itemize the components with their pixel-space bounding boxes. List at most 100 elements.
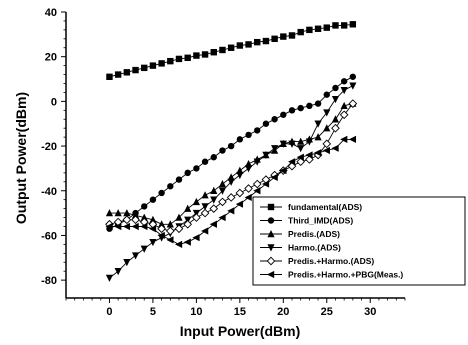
series-6-point xyxy=(105,222,113,231)
legend-marker xyxy=(266,256,276,266)
series-1-point xyxy=(332,22,339,29)
y-tick-label: 40 xyxy=(45,7,57,19)
series-1-point xyxy=(201,51,209,58)
series-3-point xyxy=(210,186,218,194)
series-2-point xyxy=(227,142,235,150)
series-2-point xyxy=(332,84,339,92)
series-5-point xyxy=(192,213,201,222)
series-6-point xyxy=(296,153,304,161)
x-axis-title: Input Power(dBm) xyxy=(180,323,301,339)
series-4-point xyxy=(201,203,209,211)
axis-ticks xyxy=(61,11,406,303)
series-2-point xyxy=(306,102,313,110)
series-5-point xyxy=(235,188,245,198)
legend-label: Harmo.(ADS) xyxy=(288,243,341,253)
series-3-point xyxy=(323,124,331,132)
series-1-point xyxy=(219,46,226,54)
series-4-point xyxy=(340,87,348,95)
series-2-point xyxy=(297,104,304,112)
series-2-point xyxy=(219,147,226,154)
axis-tick-labels: 0 5 10 15 20 25 30 -80 -60 -40 -20 0 20 40 xyxy=(41,7,376,318)
series-1-point xyxy=(280,33,287,40)
series-4-point xyxy=(279,140,287,148)
series-3-point xyxy=(149,215,157,223)
series-3-point xyxy=(114,209,122,217)
legend-label: Predis.(ADS) xyxy=(288,229,340,239)
series-5-point xyxy=(183,219,193,229)
series-3-point xyxy=(158,220,166,228)
series-4-point xyxy=(244,165,253,173)
series-5-point xyxy=(305,155,314,164)
series-6-point xyxy=(340,135,348,143)
series-3-point xyxy=(192,197,200,206)
series-2-point xyxy=(167,183,174,190)
x-tick-label: 10 xyxy=(190,306,202,318)
series-6-point xyxy=(157,231,165,240)
series-1-point xyxy=(236,42,244,49)
series-6-point xyxy=(348,135,357,143)
series-3-point xyxy=(218,180,227,188)
series-5-point xyxy=(157,224,166,234)
series-1-point xyxy=(158,60,165,67)
x-tick-label: 5 xyxy=(150,306,156,318)
series-6-point xyxy=(261,180,270,188)
series-6-point xyxy=(244,193,252,202)
y-tick-label: 0 xyxy=(51,96,57,108)
series-6-point xyxy=(227,207,235,215)
series-5-point xyxy=(218,197,227,207)
series-5-point xyxy=(322,139,332,149)
legend-marker xyxy=(267,230,275,238)
series-2-point xyxy=(254,127,261,134)
series-4-point xyxy=(105,274,114,282)
series-4-point xyxy=(288,140,296,148)
series-2-point xyxy=(158,189,165,197)
series-2-point xyxy=(280,111,287,118)
series-3-point xyxy=(314,133,322,141)
series-3-point xyxy=(201,191,209,199)
series-5-point xyxy=(252,179,262,189)
series-1-point xyxy=(254,38,261,46)
series-6-point xyxy=(235,200,244,208)
series-6-point xyxy=(148,225,157,233)
x-tick-label: 15 xyxy=(234,306,246,318)
series-6-point xyxy=(166,236,174,244)
series-4-point xyxy=(331,95,340,104)
series-4-point xyxy=(236,171,244,180)
series-1-point xyxy=(314,25,322,32)
series-2-point xyxy=(193,165,200,172)
legend-box xyxy=(252,196,466,286)
series-2-point xyxy=(245,131,252,139)
series-1-point xyxy=(227,44,235,51)
series-2-point xyxy=(184,169,191,177)
series-2-point xyxy=(149,196,157,203)
series-4-point xyxy=(149,238,157,247)
series-1-point xyxy=(175,55,183,63)
series-2-point xyxy=(175,176,183,183)
series-6-point xyxy=(192,234,200,242)
legend-marker xyxy=(267,244,275,252)
series-3-point xyxy=(340,101,348,110)
series-3-point xyxy=(175,213,183,221)
x-tick-label: 30 xyxy=(364,306,376,318)
series-4-point xyxy=(140,245,148,253)
series-6-point xyxy=(131,222,139,231)
legend: fundamental(ADS) Third_IMD(ADS) Predis.(AD… xyxy=(252,196,466,286)
series-6-point xyxy=(314,149,322,157)
series-2-point xyxy=(210,154,217,161)
series-1-point xyxy=(193,52,200,59)
series-6-point xyxy=(288,158,296,166)
series-4-point xyxy=(262,151,270,159)
series-1-point xyxy=(245,41,252,48)
series-5-point xyxy=(287,161,297,171)
series-6-point xyxy=(270,173,278,181)
series-4-point xyxy=(114,267,122,276)
series-5-point xyxy=(339,110,349,120)
series-1-point xyxy=(114,71,122,78)
series-5-point xyxy=(331,123,340,133)
y-tick-label: -80 xyxy=(41,275,57,287)
y-tick-label: -20 xyxy=(41,141,57,153)
x-tick-label: 0 xyxy=(106,306,112,318)
series-1-point xyxy=(323,24,330,31)
series-2-point xyxy=(288,107,296,114)
series-1-point xyxy=(184,54,191,62)
